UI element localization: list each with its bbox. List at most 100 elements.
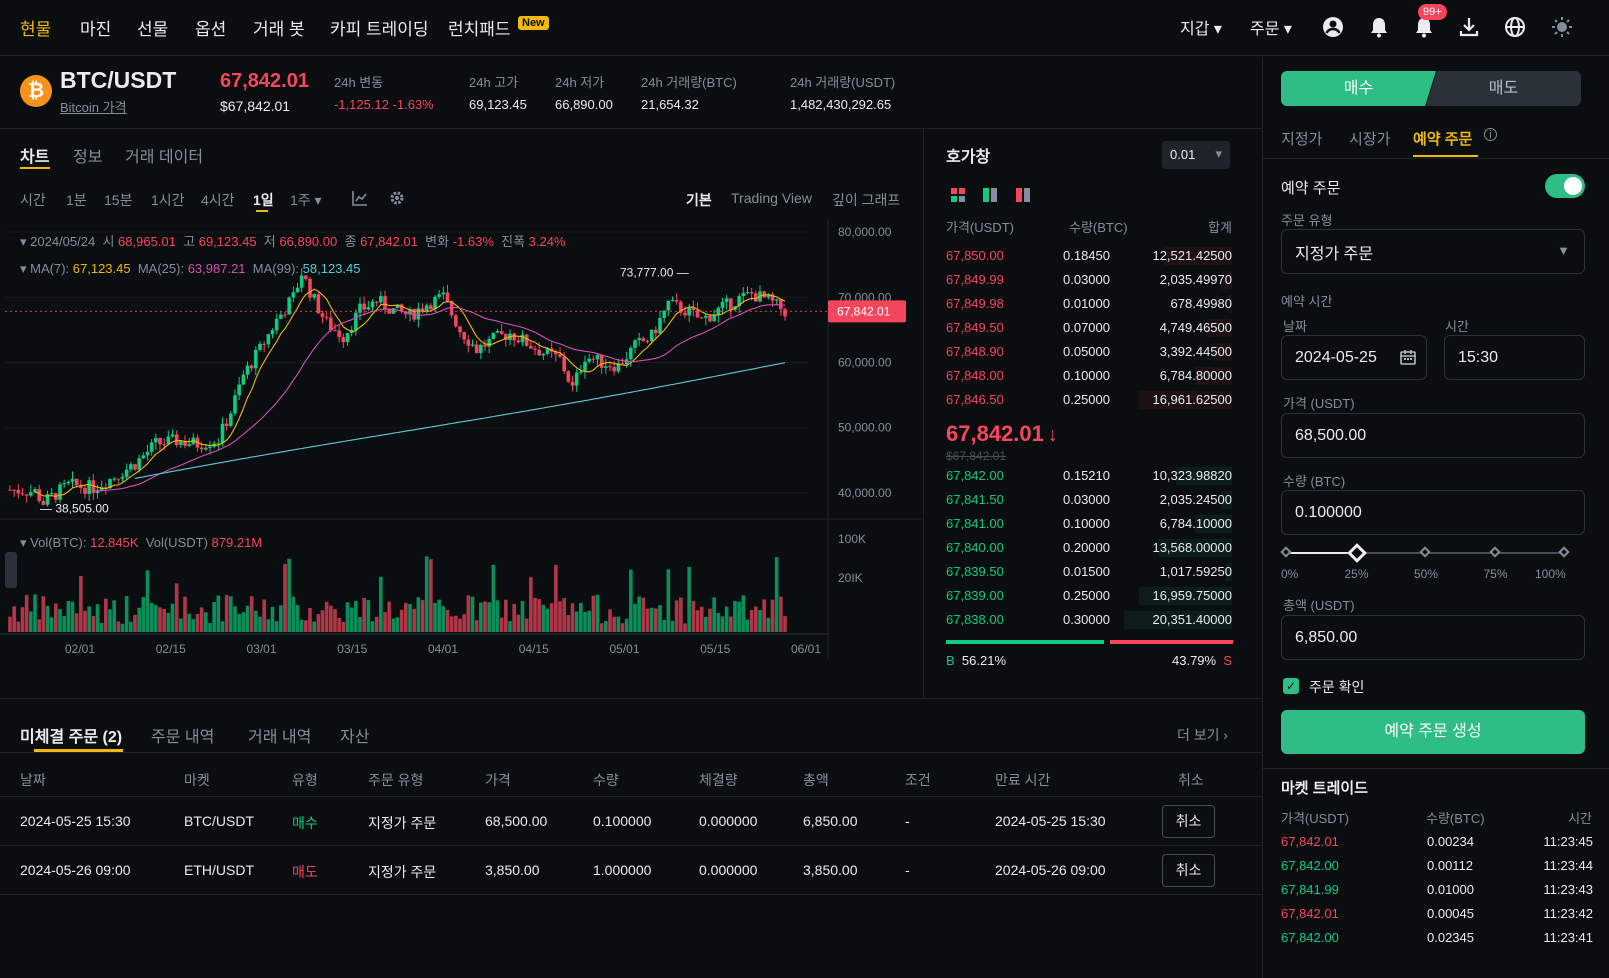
interval-1h[interactable]: 1시간 xyxy=(151,192,185,208)
bid-row[interactable]: 67,841.50 0.03000 2,035.24500 xyxy=(924,489,1262,511)
volume-bar xyxy=(441,606,446,632)
ask-row[interactable]: 67,846.50 0.25000 16,961.62500 xyxy=(924,389,1262,411)
ask-row[interactable]: 67,849.98 0.01000 678.49980 xyxy=(924,293,1262,315)
cancel-order-button[interactable]: 취소 xyxy=(1162,805,1215,838)
book-bids-icon[interactable] xyxy=(982,187,998,203)
nav-futures[interactable]: 선물 xyxy=(137,20,169,39)
price-input[interactable]: 68,500.00 xyxy=(1281,413,1585,458)
order-type-select[interactable]: 지정가 주문 ▼ xyxy=(1281,229,1585,274)
tab-limit[interactable]: 지정가 xyxy=(1281,131,1323,148)
ask-row[interactable]: 67,849.50 0.07000 4,749.46500 xyxy=(924,317,1262,339)
book-asks-icon[interactable] xyxy=(1015,187,1031,203)
user-icon[interactable] xyxy=(1320,14,1346,40)
book-both-icon[interactable] xyxy=(950,187,966,203)
ratio-sell-bar xyxy=(1110,640,1233,644)
total-input[interactable]: 6,850.00 xyxy=(1281,615,1585,660)
tab-assets[interactable]: 자산 xyxy=(340,729,370,746)
indicator-icon[interactable] xyxy=(351,189,369,207)
view-tradingview[interactable]: Trading View xyxy=(731,190,812,206)
price-chart[interactable]: 80,000.0070,000.0060,000.0050,000.0040,0… xyxy=(0,219,924,699)
slider-mark[interactable] xyxy=(1280,546,1292,558)
nav-spot[interactable]: 현물 xyxy=(20,20,52,39)
wallet-menu[interactable]: 지갑 ▾ xyxy=(1180,21,1222,38)
slider-thumb[interactable] xyxy=(1346,543,1367,563)
buy-tab-button[interactable]: 매수 xyxy=(1281,71,1436,106)
collapse-arrow-icon[interactable]: ▾ xyxy=(20,234,31,249)
download-icon[interactable] xyxy=(1456,14,1482,40)
nav-options[interactable]: 옵션 xyxy=(195,20,227,39)
submit-reserve-order-button[interactable]: 예약 주문 생성 xyxy=(1281,710,1585,754)
collapse-arrow-icon[interactable]: ▾ xyxy=(20,535,31,550)
tab-underline xyxy=(20,167,50,169)
tab-open-orders[interactable]: 미체결 주문 (2) xyxy=(20,729,123,746)
bid-row[interactable]: 67,839.00 0.25000 16,959.75000 xyxy=(924,585,1262,607)
bell-icon[interactable] xyxy=(1366,14,1392,40)
ask-total: 6,784.80000 xyxy=(1159,368,1232,383)
orders-header-cell: 가격 xyxy=(485,772,511,788)
bid-row[interactable]: 67,842.00 0.15210 10,323.98820 xyxy=(924,465,1262,487)
qty-input[interactable]: 0.100000 xyxy=(1281,490,1585,535)
volume-bar xyxy=(124,596,129,632)
confirm-checkbox-icon[interactable]: ✓ xyxy=(1283,678,1299,694)
settings-gear-icon[interactable] xyxy=(388,189,406,207)
orders-menu[interactable]: 주문 ▾ xyxy=(1250,21,1292,38)
more-link[interactable]: 더 보기 › xyxy=(1177,727,1229,743)
theme-icon[interactable] xyxy=(1549,14,1575,40)
precision-select[interactable]: 0.01 ▾ xyxy=(1162,141,1230,169)
tab-order-history[interactable]: 주문 내역 xyxy=(151,729,215,746)
tab-info[interactable]: 정보 xyxy=(73,149,103,166)
pair-subtitle[interactable]: Bitcoin 가격 xyxy=(60,100,127,115)
interval-4h[interactable]: 4시간 xyxy=(201,192,235,208)
reserve-toggle[interactable] xyxy=(1545,174,1585,198)
sell-tab-button[interactable]: 매도 xyxy=(1426,71,1581,106)
ma99-line xyxy=(134,362,786,479)
time-input[interactable]: 15:30 xyxy=(1444,335,1585,380)
tab-trade-history[interactable]: 거래 내역 xyxy=(248,729,312,746)
nav-margin[interactable]: 마진 xyxy=(80,20,112,39)
chart-drag-handle[interactable] xyxy=(5,552,17,588)
order-cell: - xyxy=(905,813,910,829)
bid-row[interactable]: 67,840.00 0.20000 13,568.00000 xyxy=(924,537,1262,559)
nav-copy-trading[interactable]: 카피 트레이딩 xyxy=(330,20,429,39)
min-price-annotation: — 38,505.00 xyxy=(40,502,109,516)
cancel-order-button[interactable]: 취소 xyxy=(1162,854,1215,887)
ask-row[interactable]: 67,848.00 0.10000 6,784.80000 xyxy=(924,365,1262,387)
globe-icon[interactable] xyxy=(1502,14,1528,40)
tab-trade-data[interactable]: 거래 데이터 xyxy=(125,149,204,166)
interval-time[interactable]: 시간 xyxy=(20,192,46,208)
y-tick-label: 80,000.00 xyxy=(838,225,892,239)
interval-1w[interactable]: 1주 ▾ xyxy=(290,192,322,208)
date-label: 날짜 xyxy=(1283,319,1307,334)
date-input[interactable]: 2024-05-25 xyxy=(1281,335,1427,380)
ask-row[interactable]: 67,850.00 0.18450 12,521.42500 xyxy=(924,245,1262,267)
tab-market[interactable]: 시장가 xyxy=(1349,131,1391,148)
volume-bar xyxy=(695,610,700,632)
view-depth[interactable]: 깊이 그래프 xyxy=(832,192,901,208)
ask-row[interactable]: 67,848.90 0.05000 3,392.44500 xyxy=(924,341,1262,363)
notification-bell-icon[interactable] xyxy=(1411,14,1437,40)
interval-1m[interactable]: 1분 xyxy=(66,192,87,208)
amount-slider[interactable] xyxy=(1280,543,1585,565)
nav-launchpad[interactable]: 런치패드 xyxy=(448,20,511,39)
ask-row[interactable]: 67,849.99 0.03000 2,035.49970 xyxy=(924,269,1262,291)
interval-1d[interactable]: 1일 xyxy=(253,192,274,208)
slider-mark[interactable] xyxy=(1419,546,1431,558)
tab-reserve[interactable]: 예약 주문 xyxy=(1413,131,1473,148)
slider-mark[interactable] xyxy=(1558,546,1570,558)
bid-row[interactable]: 67,838.00 0.30000 20,351.40000 xyxy=(924,609,1262,631)
candle-body xyxy=(329,317,333,331)
collapse-arrow-icon[interactable]: ▾ xyxy=(20,261,31,276)
tab-chart[interactable]: 차트 xyxy=(20,149,50,166)
bid-row[interactable]: 67,841.00 0.10000 6,784.10000 xyxy=(924,513,1262,535)
info-icon[interactable]: i xyxy=(1484,128,1497,141)
view-basic[interactable]: 기본 xyxy=(686,192,712,208)
bid-row[interactable]: 67,839.50 0.01500 1,017.59250 xyxy=(924,561,1262,583)
interval-15m[interactable]: 15분 xyxy=(104,192,133,208)
candle-body xyxy=(108,478,112,488)
nav-trading-bot[interactable]: 거래 봇 xyxy=(253,20,305,39)
candle-body xyxy=(79,485,83,488)
candle-body xyxy=(245,365,250,375)
volume-bar xyxy=(116,621,121,632)
slider-mark[interactable] xyxy=(1488,546,1501,558)
calendar-icon[interactable] xyxy=(1400,349,1416,370)
